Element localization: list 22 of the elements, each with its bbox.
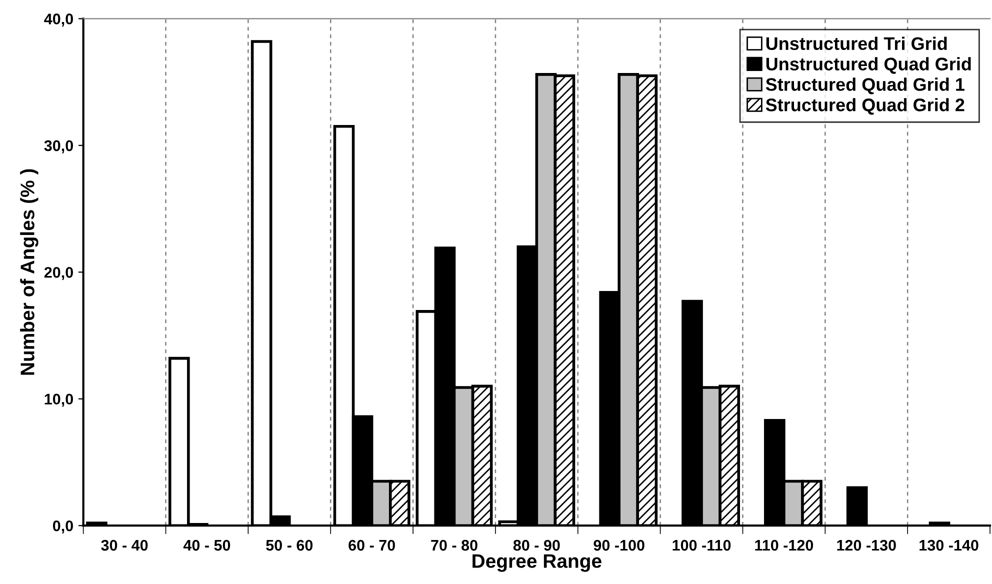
- x-tick-label: 80 - 90: [513, 540, 560, 551]
- y-tick-label: 20,0: [44, 267, 73, 280]
- x-tick-label: 90 -100: [594, 540, 644, 551]
- x-tick-label: 130 -140: [920, 540, 978, 551]
- y-tick-label: 40,0: [44, 14, 73, 27]
- x-tick-label: 100 -110: [672, 540, 731, 551]
- legend-label: Structured Quad Grid 2: [766, 98, 964, 115]
- x-tick-label: 110 -120: [755, 540, 814, 551]
- x-tick-label: 60 - 70: [348, 540, 395, 551]
- legend-label: Structured Quad Grid 1: [766, 78, 964, 94]
- x-tick-label: 120 -130: [837, 540, 896, 551]
- x-axis-title: Degree Range: [472, 554, 602, 572]
- x-tick-label: 30 - 40: [101, 540, 148, 551]
- x-tick-label: 70 - 80: [431, 540, 478, 551]
- y-tick-label: 10,0: [44, 394, 73, 407]
- y-tick-label: 30,0: [44, 140, 73, 154]
- legend-label: Unstructured Quad Grid: [766, 57, 971, 74]
- y-axis-title: Number of Angles (% ): [20, 169, 38, 375]
- y-tick-label: 0,0: [52, 520, 73, 534]
- legend-label: Unstructured Tri Grid: [766, 36, 947, 50]
- x-tick-label: 50 - 60: [266, 540, 313, 551]
- x-tick-label: 40 - 50: [183, 540, 230, 551]
